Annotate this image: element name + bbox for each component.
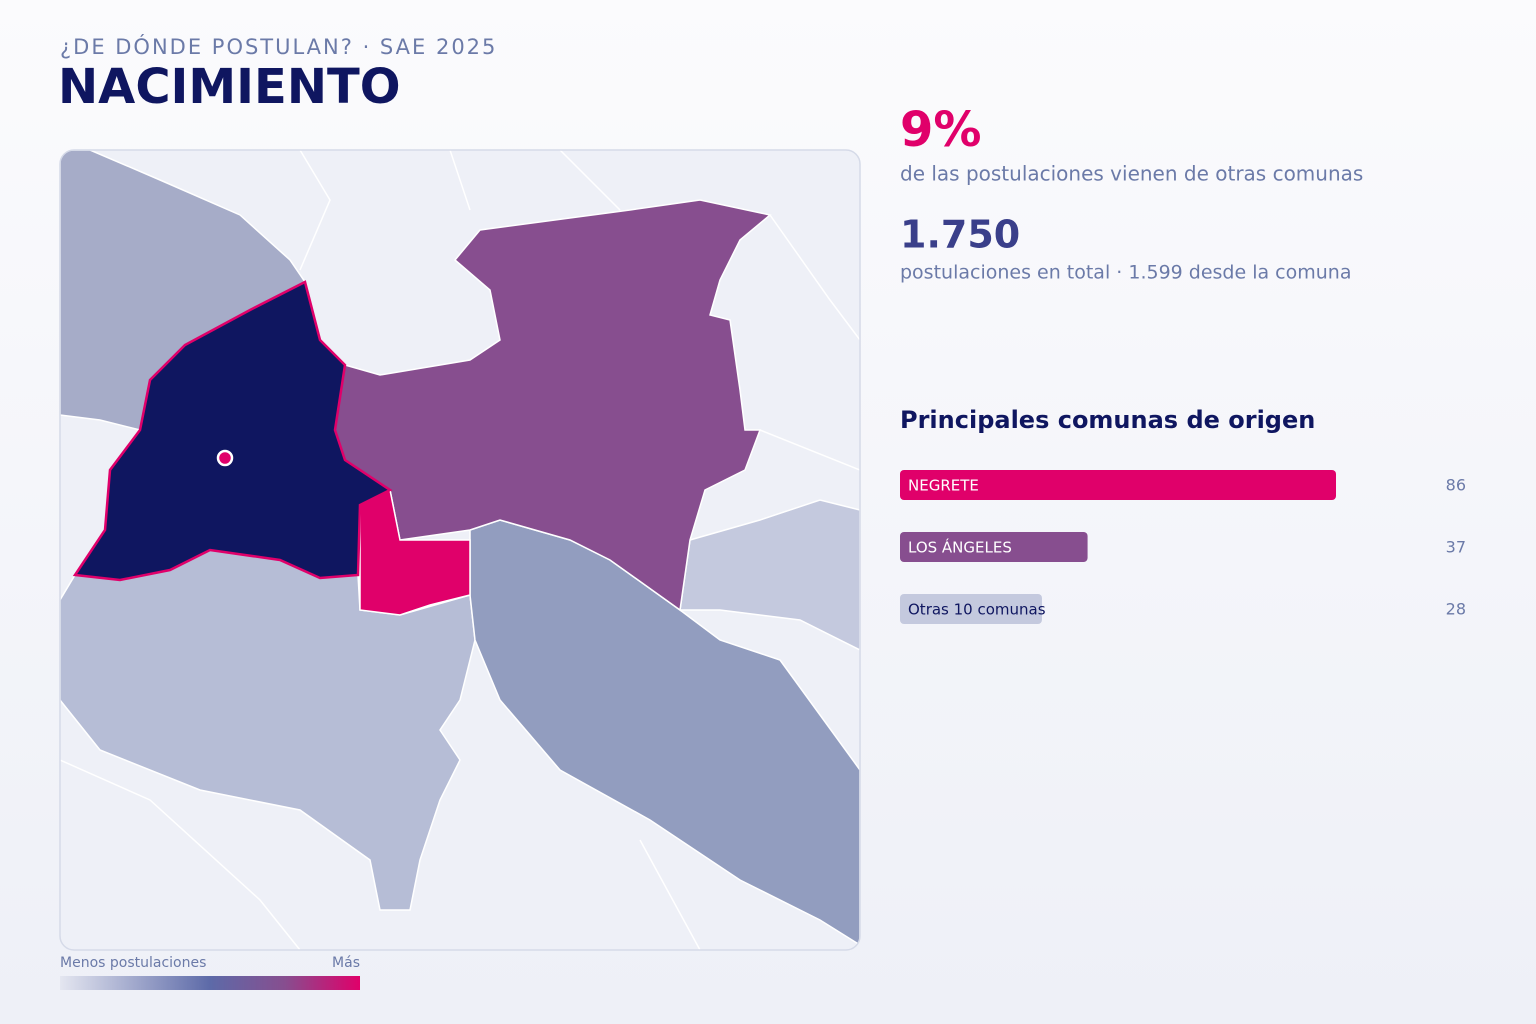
map (60, 150, 860, 950)
map-frame (59, 149, 861, 951)
total-stat: 1.750 (900, 213, 1020, 257)
value-label: 37 (1446, 538, 1466, 557)
commune-pin (216, 449, 234, 467)
region (334, 199, 772, 612)
bar-label: Otras 10 comunas (908, 601, 1046, 619)
value-label: 86 (1446, 476, 1466, 495)
bar-label: NEGRETE (908, 477, 979, 495)
selected-commune (72, 280, 393, 582)
region (359, 488, 471, 616)
subtitle: ¿DE DÓNDE POSTULAN? · SAE 2025 (60, 34, 497, 59)
share-stat: 9% (900, 102, 982, 158)
legend-high: Más (332, 955, 360, 971)
value-label: 28 (1446, 600, 1466, 619)
title: NACIMIENTO (58, 59, 401, 115)
bar (900, 532, 1088, 562)
legend-low: Menos postulaciones (60, 955, 206, 971)
chart-title: Principales comunas de origen (900, 406, 1315, 434)
background-borders (60, 150, 860, 950)
bar (900, 594, 1042, 624)
total-text: postulaciones en total · 1.599 desde la … (900, 262, 1352, 284)
bar (900, 470, 1336, 500)
legend-gradient (60, 976, 360, 990)
bar-label: LOS ÁNGELES (908, 538, 1012, 557)
share-text: de las postulaciones vienen de otras com… (900, 162, 1363, 186)
region (679, 499, 860, 652)
